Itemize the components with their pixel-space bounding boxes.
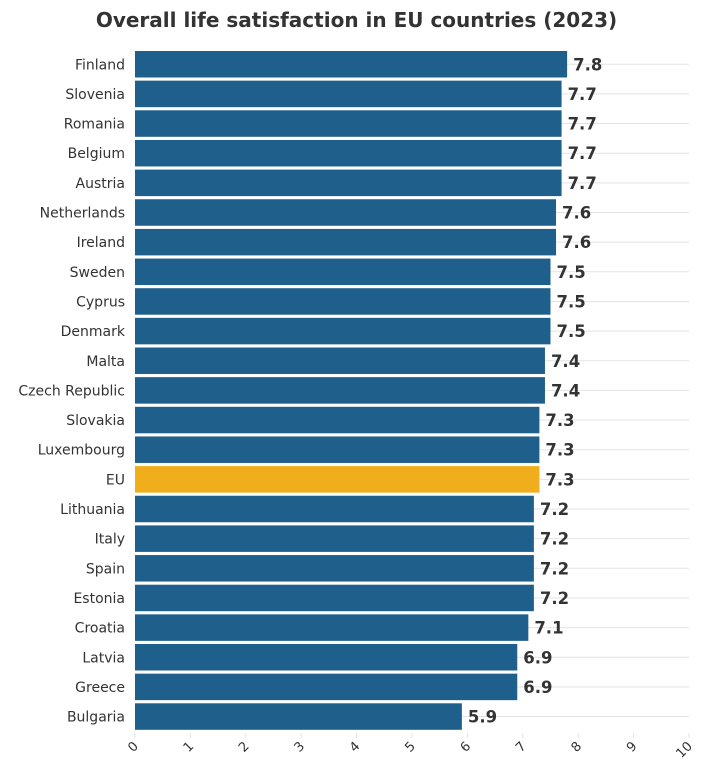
value-label: 7.5: [557, 322, 586, 341]
value-label: 7.4: [551, 352, 580, 371]
category-label: Estonia: [73, 591, 125, 607]
category-label: Netherlands: [40, 206, 125, 222]
bar-denmark: [135, 317, 551, 345]
category-label: Ireland: [77, 235, 125, 251]
category-label: Croatia: [75, 621, 125, 637]
bar-sweden: [135, 258, 551, 286]
value-label: 6.9: [523, 678, 552, 697]
category-label: Austria: [76, 176, 125, 192]
bar-eu: [135, 466, 540, 493]
bar-latvia: [135, 644, 518, 671]
x-tick-label: 0: [125, 739, 141, 755]
value-label: 7.7: [568, 115, 597, 134]
x-tick-label: 1: [181, 739, 197, 755]
category-label: Slovakia: [66, 413, 125, 429]
value-label: 7.5: [557, 263, 586, 282]
bar-italy: [135, 525, 534, 552]
x-tick-label: 5: [402, 739, 418, 755]
bar-bulgaria: [135, 703, 462, 730]
category-label: Italy: [95, 532, 125, 548]
value-labels: 7.8 7.7 7.7 7.7 7.7 7.6 7.6 7.5 7.5 7.5 7.4 7.4 7.3 7…: [468, 55, 602, 726]
value-label: 7.2: [540, 530, 569, 549]
value-label: 7.7: [568, 144, 597, 163]
category-label: Lithuania: [60, 502, 125, 518]
bar-austria: [135, 169, 562, 197]
value-label: 7.7: [568, 174, 597, 193]
x-axis-tick-labels: 0 1 2 3 4 5 6 7 8 9 10: [125, 732, 696, 761]
x-tick-label: 7: [513, 739, 529, 755]
category-label: Belgium: [68, 146, 125, 162]
category-label: Bulgaria: [67, 710, 125, 726]
bar-cyprus: [135, 288, 551, 315]
bar-malta: [135, 347, 545, 374]
value-label: 5.9: [468, 708, 497, 727]
value-label: 7.2: [540, 589, 569, 608]
value-label: 7.2: [540, 500, 569, 519]
bar-estonia: [135, 584, 534, 612]
value-label: 7.5: [557, 292, 586, 311]
category-label: Romania: [64, 117, 125, 133]
category-label: Sweden: [70, 265, 125, 281]
x-tick-label: 6: [458, 739, 474, 755]
category-labels: Finland Slovenia Romania Belgium Austria Neth…: [18, 57, 125, 725]
value-label: 7.3: [545, 441, 574, 460]
category-label: Malta: [86, 354, 125, 370]
bar-finland: [135, 51, 568, 78]
category-label: EU: [106, 472, 125, 488]
category-label: Denmark: [61, 324, 126, 340]
value-label: 7.6: [562, 204, 591, 223]
value-label: 6.9: [523, 648, 552, 667]
bar-lithuania: [135, 495, 534, 523]
category-label: Czech Republic: [18, 383, 125, 399]
category-label: Cyprus: [76, 294, 125, 310]
x-tick-label: 3: [292, 739, 308, 755]
category-label: Greece: [75, 680, 125, 696]
value-label: 7.3: [545, 411, 574, 430]
bar-luxembourg: [135, 436, 540, 463]
category-label: Luxembourg: [38, 443, 125, 459]
value-label: 7.8: [573, 55, 602, 74]
value-label: 7.3: [545, 470, 574, 489]
bar-slovakia: [135, 406, 540, 434]
bars: [135, 51, 568, 730]
value-label: 7.4: [551, 381, 580, 400]
value-label: 7.7: [568, 85, 597, 104]
category-label: Spain: [86, 561, 125, 577]
bar-romania: [135, 110, 562, 137]
x-tick-label: 9: [624, 739, 640, 755]
x-tick-label: 10: [674, 739, 696, 761]
x-tick-label: 2: [236, 739, 252, 755]
category-label: Slovenia: [65, 87, 125, 103]
x-tick-label: 4: [347, 739, 363, 755]
bar-spain: [135, 555, 534, 582]
value-label: 7.6: [562, 233, 591, 252]
bar-netherlands: [135, 199, 557, 226]
bar-croatia: [135, 614, 529, 641]
chart-title: Overall life satisfaction in EU countrie…: [95, 8, 618, 32]
bar-ireland: [135, 228, 557, 256]
value-label: 7.1: [534, 619, 563, 638]
bar-slovenia: [135, 80, 562, 108]
category-label: Latvia: [82, 650, 125, 666]
x-tick-label: 8: [569, 739, 585, 755]
bar-czech-republic: [135, 377, 545, 404]
bar-greece: [135, 673, 518, 701]
value-label: 7.2: [540, 559, 569, 578]
bar-belgium: [135, 139, 562, 167]
category-label: Finland: [75, 57, 125, 73]
